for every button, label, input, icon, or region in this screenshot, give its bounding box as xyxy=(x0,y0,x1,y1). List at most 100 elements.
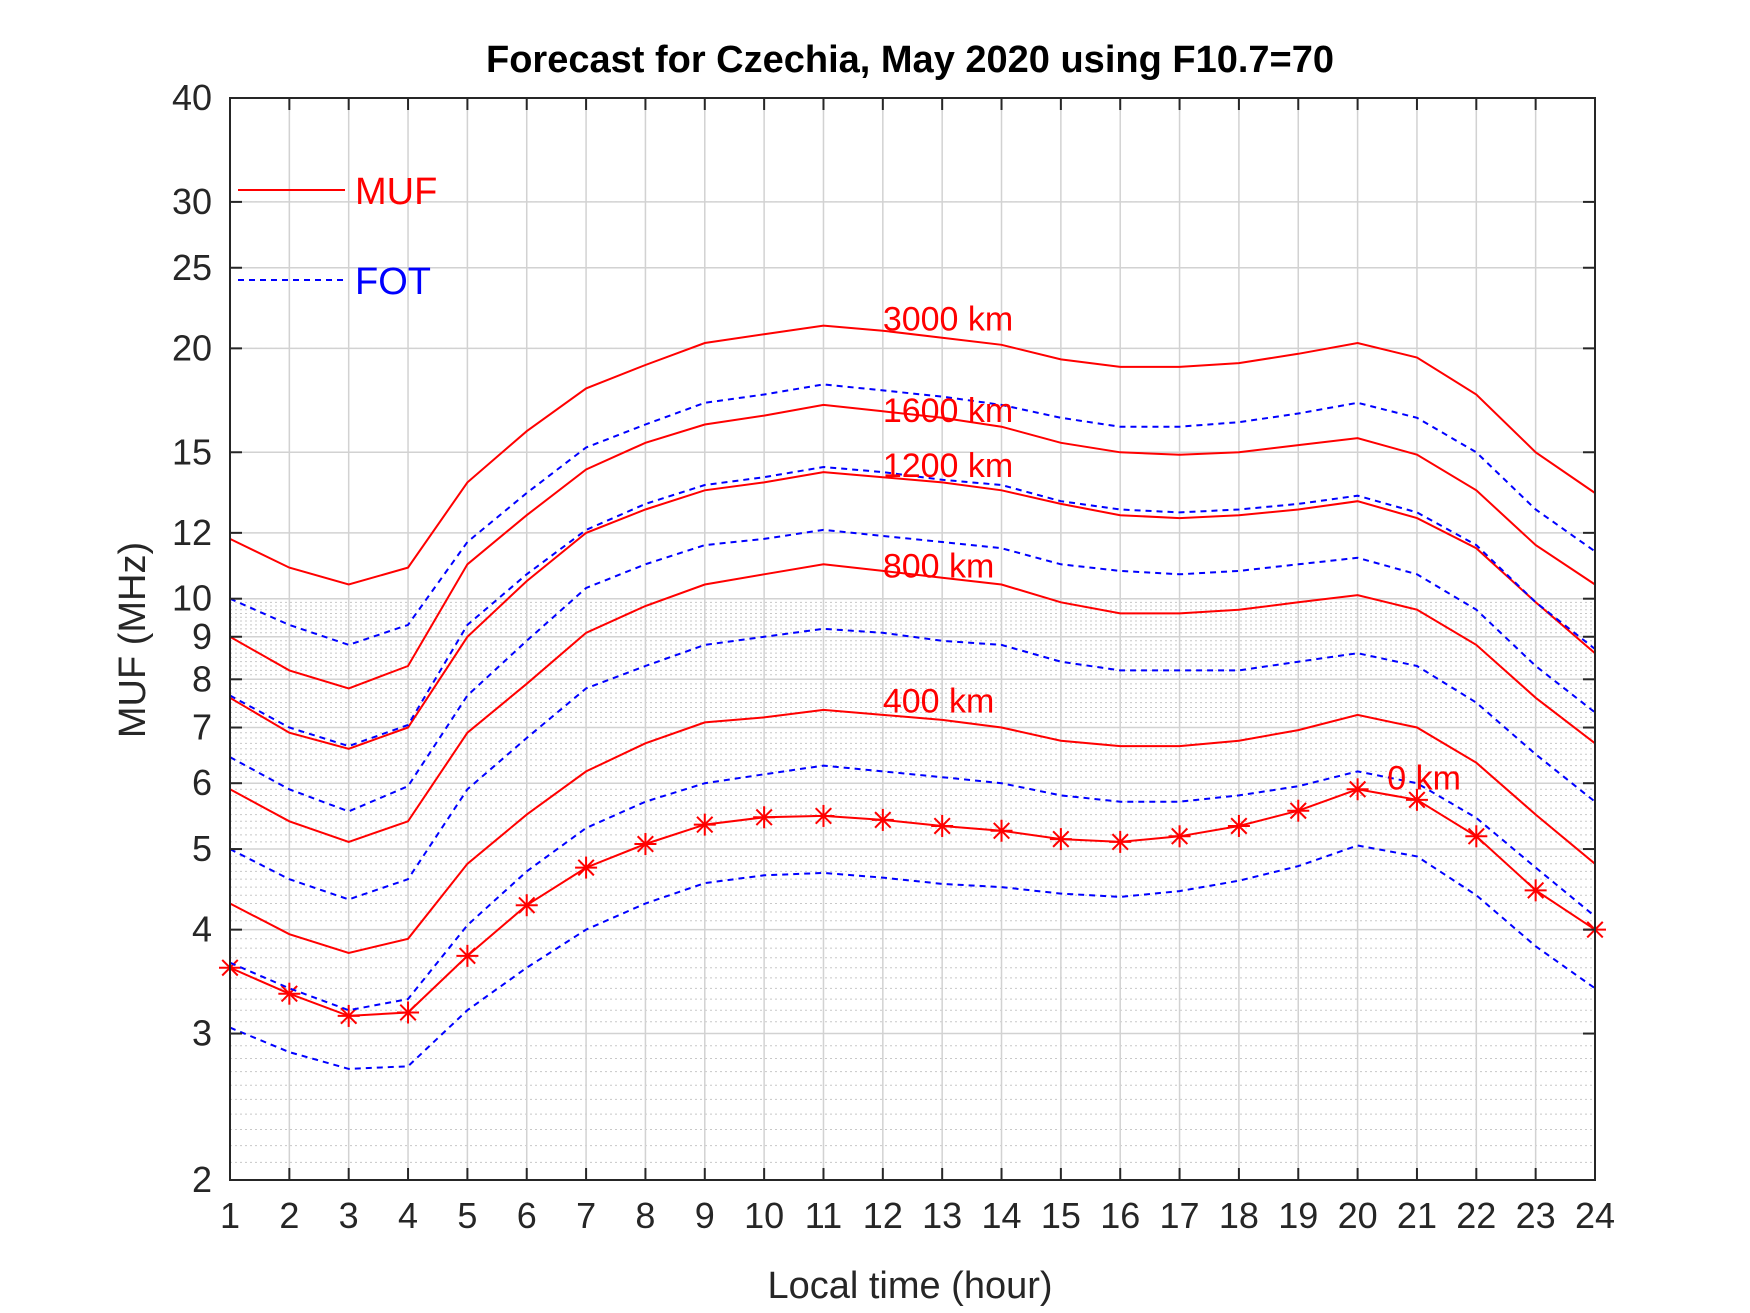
asterisk-stroke xyxy=(1289,802,1307,820)
asterisk-stroke xyxy=(1349,780,1367,798)
asterisk-stroke xyxy=(1467,827,1485,845)
400-km-muf-line xyxy=(229,708,1596,955)
asterisk-marker xyxy=(753,806,776,829)
fot-6-fot-line xyxy=(229,383,1596,646)
asterisk-stroke xyxy=(933,817,951,835)
1600-km-muf-line xyxy=(229,403,1596,690)
series-label-800-km: 800 km xyxy=(883,548,995,586)
0-km-muf-line xyxy=(229,788,1596,1017)
fot-11-fot-line xyxy=(229,844,1596,1070)
x-tick-labels: 1 2 3 4 5 6 7 8 9 10 11 12 13 14 15 16 17 18 19 20 21 22 23 24 xyxy=(220,1195,1615,1236)
y-tick-label: 7 xyxy=(192,707,212,748)
y-tick-label: 3 xyxy=(192,1013,212,1054)
x-tick-label: 20 xyxy=(1338,1195,1378,1236)
asterisk-marker xyxy=(278,982,301,1005)
asterisk-marker xyxy=(1049,828,1072,851)
y-tick-label: 15 xyxy=(172,431,212,472)
x-tick-label: 23 xyxy=(1516,1195,1556,1236)
asterisk-stroke xyxy=(1171,827,1189,845)
y-tick-label: 9 xyxy=(192,616,212,657)
asterisk-marker xyxy=(1524,879,1547,902)
asterisk-stroke xyxy=(696,816,714,834)
x-tick-label: 11 xyxy=(805,1195,842,1236)
asterisk-stroke xyxy=(1527,881,1545,899)
series-label-400-km: 400 km xyxy=(883,682,995,720)
x-tick-label: 13 xyxy=(922,1195,962,1236)
asterisk-stroke xyxy=(993,822,1011,840)
x-tick-label: 10 xyxy=(744,1195,784,1236)
y-tick-label: 10 xyxy=(172,578,212,619)
asterisk-stroke xyxy=(1052,830,1070,848)
x-tick-label: 3 xyxy=(339,1195,359,1236)
asterisk-marker xyxy=(1465,825,1488,848)
y-tick-label: 8 xyxy=(192,658,212,699)
asterisk-marker xyxy=(397,1001,420,1024)
x-tick-label: 21 xyxy=(1397,1195,1437,1236)
plot-area-border xyxy=(229,97,1596,1181)
asterisk-marker xyxy=(931,814,954,837)
x-tick-label: 8 xyxy=(635,1195,655,1236)
asterisk-stroke xyxy=(874,811,892,829)
legend: MUF FOT xyxy=(238,171,437,303)
y-tick-label: 2 xyxy=(192,1159,212,1200)
asterisk-stroke xyxy=(577,859,595,877)
asterisk-stroke xyxy=(458,947,476,965)
chart-title: Forecast for Czechia, May 2020 using F10… xyxy=(486,39,1334,81)
asterisk-marker xyxy=(812,804,835,827)
y-tick-label: 25 xyxy=(172,247,212,288)
x-tick-label: 19 xyxy=(1278,1195,1318,1236)
x-tick-label: 24 xyxy=(1575,1195,1615,1236)
tick-marks xyxy=(229,97,1596,1181)
x-tick-label: 15 xyxy=(1041,1195,1081,1236)
asterisk-marker xyxy=(1227,814,1250,837)
plot-area-frame xyxy=(229,97,1596,1181)
y-tick-label: 20 xyxy=(172,327,212,368)
legend-label-muf: MUF xyxy=(355,171,437,213)
asterisk-marker xyxy=(693,813,716,836)
asterisk-stroke xyxy=(518,896,536,914)
asterisk-marker xyxy=(575,856,598,879)
x-tick-label: 4 xyxy=(398,1195,418,1236)
x-tick-label: 6 xyxy=(517,1195,537,1236)
asterisk-stroke xyxy=(280,985,298,1003)
x-tick-label: 14 xyxy=(981,1195,1021,1236)
800-km-muf-line xyxy=(229,563,1596,843)
asterisk-stroke xyxy=(340,1007,358,1025)
asterisk-marker xyxy=(1109,830,1132,853)
asterisk-marker xyxy=(634,833,657,856)
asterisk-stroke xyxy=(1408,791,1426,809)
x-tick-label: 1 xyxy=(220,1195,240,1236)
x-tick-label: 2 xyxy=(279,1195,299,1236)
x-tick-label: 22 xyxy=(1456,1195,1496,1236)
y-tick-label: 40 xyxy=(172,77,212,118)
x-tick-label: 9 xyxy=(695,1195,715,1236)
x-tick-label: 16 xyxy=(1100,1195,1140,1236)
asterisk-stroke xyxy=(755,808,773,826)
x-tick-label: 17 xyxy=(1160,1195,1200,1236)
asterisk-marker xyxy=(456,944,479,967)
asterisk-marker xyxy=(1168,825,1191,848)
legend-label-fot: FOT xyxy=(355,261,431,303)
y-tick-label: 12 xyxy=(172,512,212,553)
fot-10-fot-line xyxy=(229,764,1596,1012)
1200-km-muf-line xyxy=(229,471,1596,750)
asterisk-stroke xyxy=(636,835,654,853)
x-tick-label: 18 xyxy=(1219,1195,1259,1236)
y-tick-label: 4 xyxy=(192,909,212,950)
asterisk-stroke xyxy=(1111,833,1129,851)
asterisk-marker xyxy=(1346,778,1369,801)
series-labels: 3000 km 1600 km 1200 km 800 km 400 km 0 km xyxy=(883,301,1461,798)
asterisk-stroke xyxy=(814,807,832,825)
series-label-0-km: 0 km xyxy=(1387,759,1461,797)
asterisk-marker xyxy=(337,1004,360,1027)
fot-7-fot-line xyxy=(229,465,1596,748)
asterisk-stroke xyxy=(399,1004,417,1021)
x-tick-label: 7 xyxy=(576,1195,596,1236)
asterisk-stroke xyxy=(1230,817,1248,835)
y-axis-label: MUF (MHz) xyxy=(112,542,154,738)
y-tick-label: 6 xyxy=(192,762,212,803)
series-label-3000-km: 3000 km xyxy=(883,301,1013,339)
y-tick-label: 5 xyxy=(192,828,212,869)
